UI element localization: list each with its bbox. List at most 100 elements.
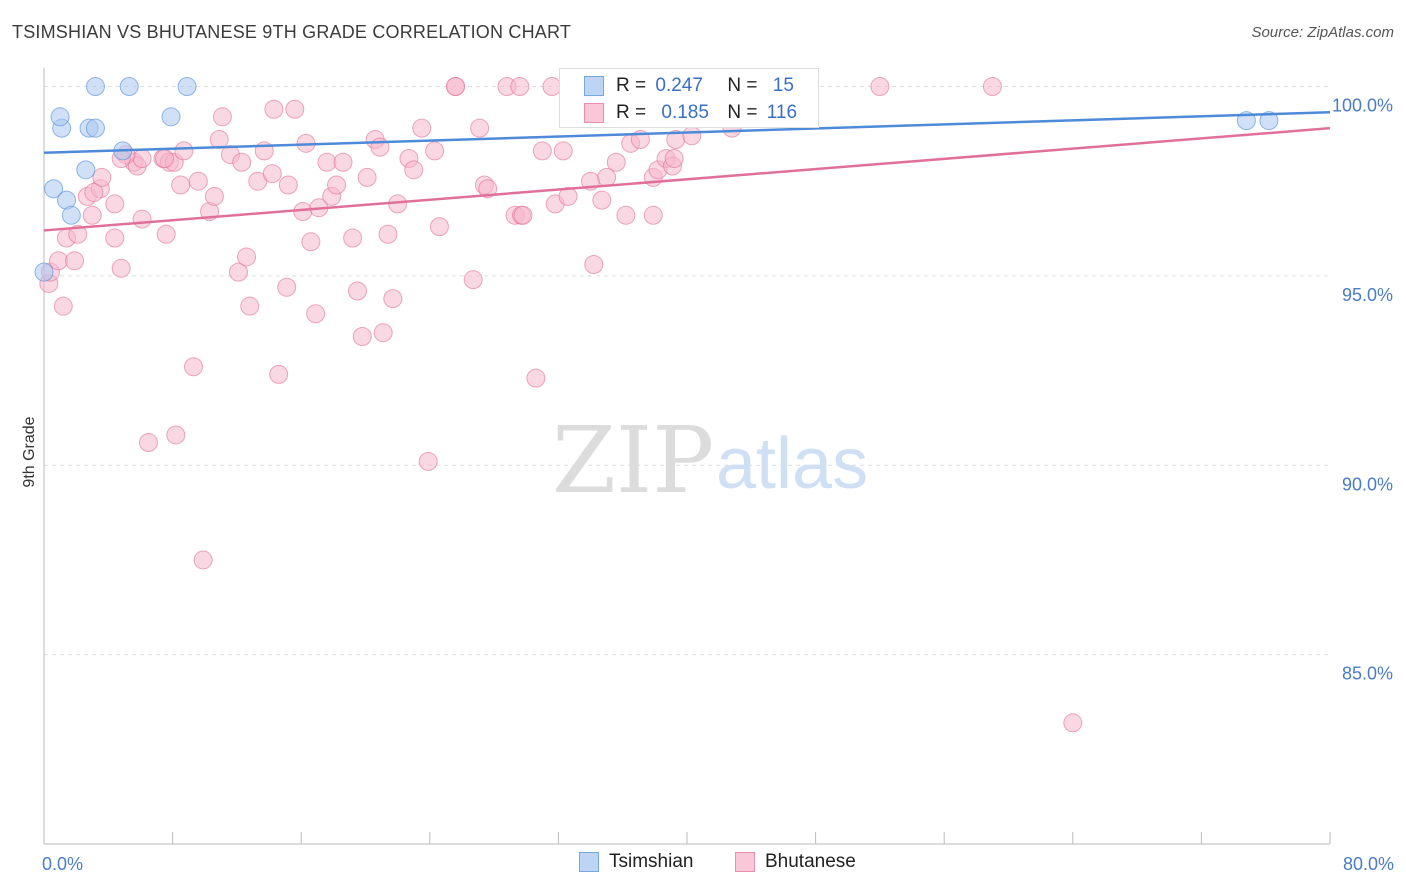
point-tsimshian: [44, 179, 64, 199]
legend-n-label: N =: [727, 102, 763, 123]
point-bhutanese: [327, 175, 347, 195]
point-bhutanese: [643, 205, 663, 225]
point-bhutanese: [285, 99, 305, 119]
point-bhutanese: [155, 148, 175, 168]
point-bhutanese: [616, 205, 636, 225]
point-bhutanese: [105, 228, 125, 248]
y-tick-label: 85.0%: [1342, 664, 1393, 684]
point-bhutanese: [510, 77, 530, 97]
point-bhutanese: [664, 148, 684, 168]
point-tsimshian: [119, 77, 139, 97]
legend-n-value: 116: [766, 102, 798, 123]
point-bhutanese: [682, 126, 702, 146]
point-bhutanese: [343, 228, 363, 248]
legend: R = 0.247 N = 15 R = 0.185 N = 116: [559, 68, 819, 128]
bottom-legend-swatch-tsimshian: [579, 852, 599, 872]
y-tick-label: 100.0%: [1332, 96, 1393, 116]
y-tick-label: 90.0%: [1342, 474, 1393, 494]
legend-swatch-bhutanese: [584, 103, 604, 123]
bottom-legend-swatch-bhutanese: [735, 852, 755, 872]
gridlines: [44, 86, 1330, 656]
point-tsimshian: [177, 77, 197, 97]
point-bhutanese: [526, 368, 546, 388]
axes: [43, 68, 1331, 845]
legend-r-value: 0.247: [655, 75, 703, 96]
point-tsimshian: [76, 160, 96, 180]
bottom-legend-bhutanese: Bhutanese: [735, 851, 856, 873]
point-bhutanese: [232, 152, 252, 172]
point-bhutanese: [584, 255, 604, 275]
legend-r-value: 0.185: [661, 102, 709, 123]
legend-r-label: R =: [616, 75, 652, 96]
bottom-legend-label: Bhutanese: [765, 851, 856, 872]
point-bhutanese: [470, 118, 490, 138]
bottom-legend: Tsimshian Bhutanese: [0, 851, 1406, 879]
point-bhutanese: [982, 77, 1002, 97]
point-tsimshian: [1259, 111, 1279, 131]
point-bhutanese: [278, 175, 298, 195]
point-bhutanese: [132, 209, 152, 229]
point-bhutanese: [138, 433, 158, 453]
point-bhutanese: [412, 118, 432, 138]
point-bhutanese: [65, 251, 85, 271]
point-tsimshian: [161, 107, 181, 127]
legend-r-label: R =: [616, 102, 652, 123]
point-bhutanese: [352, 326, 372, 346]
point-bhutanese: [48, 251, 68, 271]
point-bhutanese: [92, 167, 112, 187]
point-tsimshian: [34, 262, 54, 282]
point-bhutanese: [429, 217, 449, 237]
point-bhutanese: [204, 186, 224, 206]
point-bhutanese: [156, 224, 176, 244]
point-bhutanese: [373, 323, 393, 343]
point-bhutanese: [212, 107, 232, 127]
legend-row-bhutanese: R = 0.185 N = 116: [584, 102, 797, 124]
point-bhutanese: [301, 232, 321, 252]
trend-lines: [43, 111, 1331, 232]
point-bhutanese: [84, 183, 104, 203]
point-bhutanese: [592, 190, 612, 210]
y-axis-label: 9th Grade: [21, 416, 38, 487]
source-label: Source: ZipAtlas.com: [1251, 24, 1394, 41]
point-bhutanese: [532, 141, 552, 161]
point-bhutanese: [606, 152, 626, 172]
legend-n-value: 15: [772, 75, 794, 96]
trend-line-bhutanese: [43, 126, 1331, 232]
axis-labels: 85.0% 90.0% 95.0% 100.0% 0.0% 80.0% 9th Grade: [21, 96, 1394, 874]
legend-row-tsimshian: R = 0.247 N = 15: [584, 75, 794, 97]
points: [34, 77, 1279, 733]
point-bhutanese: [870, 77, 890, 97]
point-bhutanese: [193, 550, 213, 570]
point-tsimshian: [85, 118, 105, 138]
point-bhutanese: [68, 224, 88, 244]
point-bhutanese: [306, 304, 326, 324]
point-bhutanese: [357, 167, 377, 187]
point-bhutanese: [105, 194, 125, 214]
point-bhutanese: [166, 425, 186, 445]
x-tick-label: 80.0%: [1343, 854, 1394, 874]
point-bhutanese: [209, 130, 229, 150]
point-bhutanese: [333, 152, 353, 172]
point-bhutanese: [347, 281, 367, 301]
point-bhutanese: [269, 364, 289, 384]
point-bhutanese: [82, 205, 102, 225]
point-bhutanese: [237, 247, 257, 267]
legend-n-label: N =: [727, 75, 763, 96]
point-bhutanese: [446, 77, 466, 97]
point-bhutanese: [229, 262, 249, 282]
point-bhutanese: [183, 357, 203, 377]
point-bhutanese: [513, 205, 533, 225]
point-tsimshian: [50, 107, 70, 127]
trend-line-tsimshian: [43, 111, 1331, 155]
point-bhutanese: [277, 277, 297, 297]
point-bhutanese: [188, 171, 208, 191]
point-bhutanese: [132, 148, 152, 168]
point-tsimshian: [85, 77, 105, 97]
point-bhutanese: [404, 160, 424, 180]
x-tick-label: 0.0%: [42, 854, 83, 874]
point-bhutanese: [264, 99, 284, 119]
point-bhutanese: [558, 186, 578, 206]
chart-title: TSIMSHIAN VS BHUTANESE 9TH GRADE CORRELA…: [12, 22, 572, 42]
watermark: ZIP atlas: [552, 407, 868, 514]
